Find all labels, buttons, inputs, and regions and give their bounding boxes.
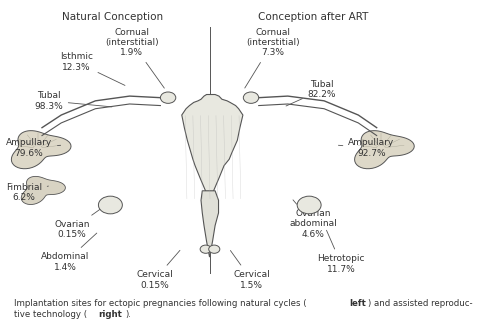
Text: Fimbrial
6.2%: Fimbrial 6.2%: [6, 183, 48, 202]
Text: right: right: [98, 310, 122, 319]
Text: Cervical
1.5%: Cervical 1.5%: [230, 251, 270, 289]
Text: Conception after ART: Conception after ART: [258, 13, 369, 23]
Text: Ampullary
79.6%: Ampullary 79.6%: [6, 138, 61, 158]
Text: ) and assisted reproduc-: ) and assisted reproduc-: [368, 299, 473, 308]
Text: Implantation sites for ectopic pregnancies following natural cycles (: Implantation sites for ectopic pregnanci…: [14, 299, 307, 308]
Polygon shape: [21, 176, 66, 204]
Circle shape: [200, 245, 211, 253]
Text: Ampullary
92.7%: Ampullary 92.7%: [338, 138, 395, 158]
Text: ).: ).: [125, 310, 131, 319]
Polygon shape: [355, 131, 414, 169]
Circle shape: [297, 196, 321, 214]
Text: Tubal
82.2%: Tubal 82.2%: [286, 80, 336, 106]
Text: Ovarian
0.15%: Ovarian 0.15%: [54, 206, 105, 239]
Text: Ovarian
abdominal
4.6%: Ovarian abdominal 4.6%: [290, 200, 337, 239]
Text: left: left: [349, 299, 366, 308]
Text: Hetrotopic
11.7%: Hetrotopic 11.7%: [318, 230, 365, 274]
Text: Abdominal
1.4%: Abdominal 1.4%: [41, 233, 97, 271]
Polygon shape: [12, 131, 71, 169]
Text: Cornual
(interstitial)
1.9%: Cornual (interstitial) 1.9%: [105, 27, 164, 88]
Polygon shape: [182, 95, 243, 200]
Circle shape: [209, 245, 220, 253]
Text: Tubal
98.3%: Tubal 98.3%: [34, 91, 112, 110]
Circle shape: [98, 196, 122, 214]
Text: tive technology (: tive technology (: [14, 310, 87, 319]
Text: Cornual
(interstitial)
7.3%: Cornual (interstitial) 7.3%: [245, 27, 300, 88]
Text: Natural Conception: Natural Conception: [62, 13, 163, 23]
Text: Cervical
0.15%: Cervical 0.15%: [136, 250, 180, 289]
Text: Isthmic
12.3%: Isthmic 12.3%: [60, 52, 125, 85]
Polygon shape: [201, 191, 218, 257]
Circle shape: [243, 92, 259, 103]
Circle shape: [161, 92, 176, 103]
